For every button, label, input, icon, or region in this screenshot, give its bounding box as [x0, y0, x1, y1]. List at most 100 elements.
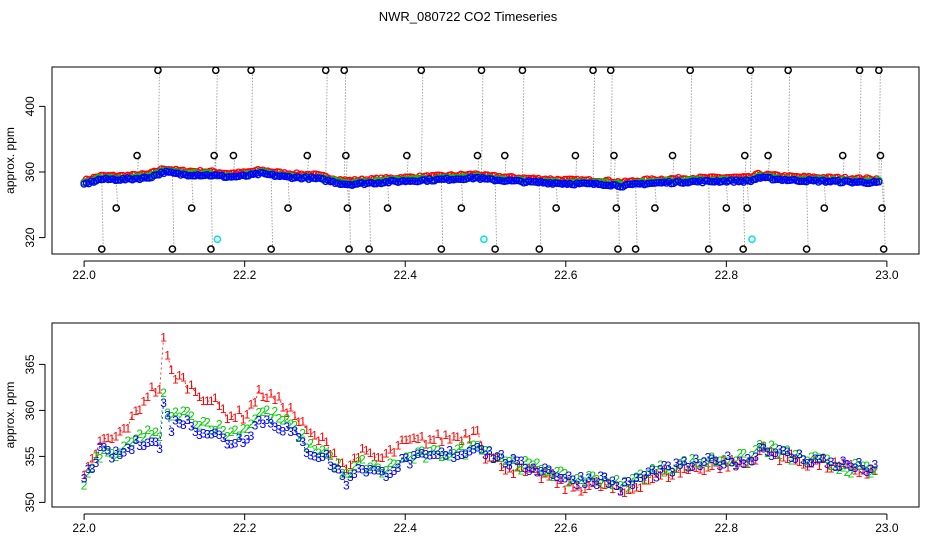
- series-2-point: 2: [462, 449, 469, 463]
- series-1-point: 1: [494, 451, 501, 465]
- series-1-link: [103, 437, 109, 440]
- series-2-link: [214, 424, 220, 431]
- outlier-connector: [521, 70, 525, 182]
- outlier-point: [668, 151, 677, 160]
- series-3-point: [863, 179, 871, 188]
- series-3-point: 3: [502, 456, 509, 470]
- series-2-link: [366, 466, 371, 470]
- series-3-link: [222, 437, 228, 445]
- series-2-point: 2: [240, 422, 247, 436]
- series-3-point: 3: [105, 444, 112, 458]
- outlier-point: [210, 151, 219, 160]
- panel-bottom-y-axis-label: approx. ppm: [3, 382, 17, 449]
- series-3-point: 3: [152, 435, 159, 449]
- series-2-point: 2: [748, 449, 755, 463]
- series-1-link: [461, 433, 466, 442]
- series-2-link: [675, 463, 681, 470]
- panel-bottom-x-tick-label: 22.2: [233, 521, 257, 535]
- series-3-link: [659, 465, 665, 470]
- series-1-point: 1: [637, 481, 644, 495]
- series-3-point: 3: [248, 429, 255, 443]
- series-3-point: 3: [256, 414, 263, 428]
- series-2-point: 2: [534, 456, 541, 470]
- series-2-point: 2: [89, 461, 96, 475]
- series-2-link: [254, 412, 260, 420]
- panel-bottom: 22.0 22.2 22.4 22.6 22.8 23.0 350 355 360 365 appr…: [3, 322, 920, 535]
- series-3-point: 3: [709, 452, 716, 466]
- series-2-link: [429, 449, 434, 452]
- outlier-point: [345, 245, 353, 253]
- series-3-link: [437, 451, 442, 456]
- series-1-point: 1: [732, 458, 739, 472]
- series-2-point: 2: [311, 443, 318, 457]
- series-1-link: [572, 486, 577, 488]
- series-1-link: [270, 393, 276, 401]
- outlier-point: [365, 245, 373, 253]
- outlier-connector: [325, 70, 328, 181]
- series-1-point: 1: [748, 454, 755, 468]
- series-1-link: [183, 377, 188, 390]
- series-2-point: 2: [518, 464, 525, 478]
- series-1-link: [191, 384, 196, 393]
- series-1-link: [238, 409, 244, 420]
- series-2-point: 2: [184, 405, 191, 419]
- series-2-point: 2: [502, 454, 509, 468]
- series-1-point: 1: [534, 464, 541, 478]
- series-1-point: 1: [208, 394, 215, 408]
- outlier-connector: [420, 70, 424, 181]
- series-3-point: 3: [470, 442, 477, 456]
- series-3-point: 3: [478, 443, 485, 457]
- outlier-point: [746, 66, 755, 75]
- series-1-link: [834, 461, 840, 467]
- series-3-point: [435, 175, 443, 183]
- outlier-point: [340, 66, 349, 75]
- series-2-point: 2: [113, 450, 120, 464]
- series-2-point: 2: [470, 438, 477, 452]
- outlier-point: [879, 245, 888, 253]
- series-3-point: [577, 179, 586, 187]
- series-3-point: [172, 169, 180, 178]
- outlier-point: [722, 204, 731, 212]
- series-3-link: [381, 471, 387, 478]
- series-2-point: 2: [152, 425, 159, 439]
- series-1-link: [747, 460, 752, 465]
- series-3-point: [205, 172, 214, 180]
- series-3-point: [189, 171, 197, 180]
- series-3-point: [850, 178, 859, 186]
- series-1-link: [548, 473, 554, 478]
- series-2-point: 2: [375, 461, 382, 475]
- series-3-point: 3: [367, 463, 374, 477]
- series-2-point: 2: [871, 464, 878, 478]
- series-3-point: 3: [295, 430, 302, 444]
- series-1-link: [342, 462, 347, 469]
- series-2-link: [755, 444, 760, 450]
- series-1-link: [517, 466, 522, 469]
- series-3-link: [572, 479, 578, 486]
- series-3-point: 3: [264, 413, 271, 427]
- series-3-link: [588, 477, 593, 483]
- series-2-point: 2: [764, 446, 771, 460]
- outlier-connector: [250, 70, 254, 176]
- series-2-link: [286, 418, 292, 425]
- series-2-point: 2: [581, 475, 588, 489]
- series-2-link: [580, 479, 585, 483]
- series-3-link: [103, 447, 109, 451]
- series-1-point: 1: [804, 459, 811, 473]
- series-3-point: [602, 181, 610, 189]
- series-3-point: 3: [717, 459, 724, 473]
- outlier-connector: [348, 184, 351, 250]
- series-1-point: 1: [81, 468, 88, 482]
- series-3-point: 3: [693, 452, 700, 466]
- series-2-link: [866, 465, 872, 474]
- series-3-point: 3: [605, 477, 612, 491]
- series-2-link: [556, 470, 561, 472]
- series-2-link: [175, 411, 180, 418]
- series-3-link: [286, 426, 292, 433]
- series-3-point: [875, 178, 883, 186]
- series-1-link: [310, 432, 315, 436]
- series-3-point: 3: [462, 447, 469, 461]
- series-1-link: [580, 488, 585, 492]
- series-2-link: [644, 473, 649, 480]
- outlier-point: [229, 151, 238, 160]
- series-2-link: [826, 458, 832, 467]
